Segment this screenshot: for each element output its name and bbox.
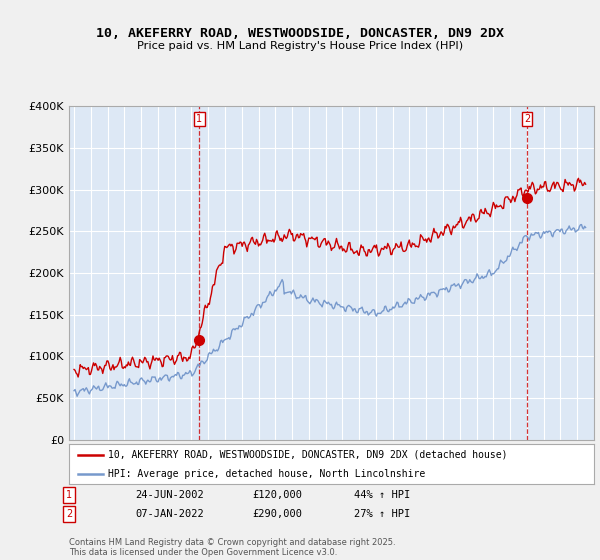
Text: Contains HM Land Registry data © Crown copyright and database right 2025.
This d: Contains HM Land Registry data © Crown c… xyxy=(69,538,395,557)
Text: £290,000: £290,000 xyxy=(252,509,302,519)
Text: 10, AKEFERRY ROAD, WESTWOODSIDE, DONCASTER, DN9 2DX (detached house): 10, AKEFERRY ROAD, WESTWOODSIDE, DONCAST… xyxy=(109,450,508,460)
Text: 2: 2 xyxy=(66,509,72,519)
Text: 1: 1 xyxy=(196,114,203,124)
Text: 24-JUN-2002: 24-JUN-2002 xyxy=(135,490,204,500)
Text: 07-JAN-2022: 07-JAN-2022 xyxy=(135,509,204,519)
Text: 2: 2 xyxy=(524,114,530,124)
Text: HPI: Average price, detached house, North Lincolnshire: HPI: Average price, detached house, Nort… xyxy=(109,469,425,478)
Text: Price paid vs. HM Land Registry's House Price Index (HPI): Price paid vs. HM Land Registry's House … xyxy=(137,41,463,51)
Text: 1: 1 xyxy=(66,490,72,500)
Text: 27% ↑ HPI: 27% ↑ HPI xyxy=(354,509,410,519)
Text: £120,000: £120,000 xyxy=(252,490,302,500)
Text: 10, AKEFERRY ROAD, WESTWOODSIDE, DONCASTER, DN9 2DX: 10, AKEFERRY ROAD, WESTWOODSIDE, DONCAST… xyxy=(96,27,504,40)
Text: 44% ↑ HPI: 44% ↑ HPI xyxy=(354,490,410,500)
